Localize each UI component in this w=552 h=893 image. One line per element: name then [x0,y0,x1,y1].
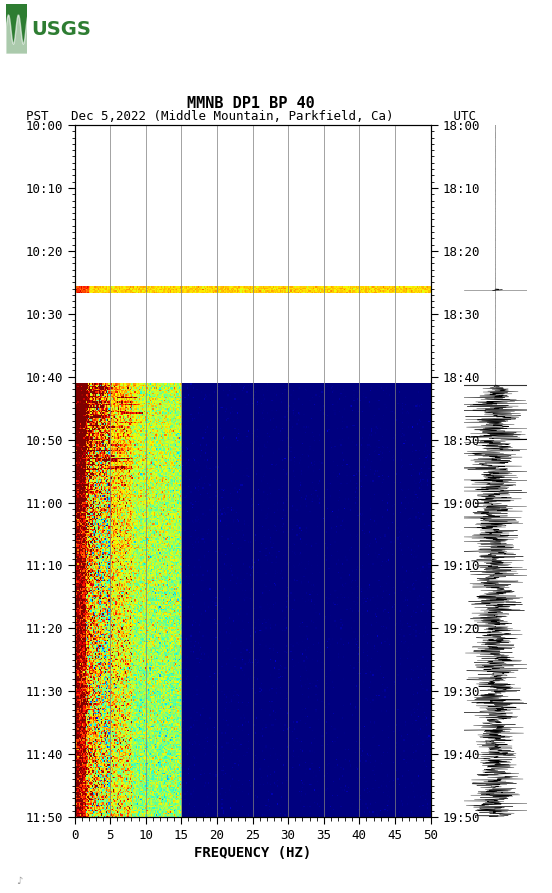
Bar [6,4,28,54]
Text: USGS: USGS [31,20,91,38]
Text: ♪: ♪ [17,876,23,886]
Text: MMNB DP1 BP 40: MMNB DP1 BP 40 [187,96,315,111]
Text: PST   Dec 5,2022 (Middle Mountain, Parkfield, Ca)        UTC: PST Dec 5,2022 (Middle Mountain, Parkfie… [26,110,476,123]
X-axis label: FREQUENCY (HZ): FREQUENCY (HZ) [194,846,311,860]
